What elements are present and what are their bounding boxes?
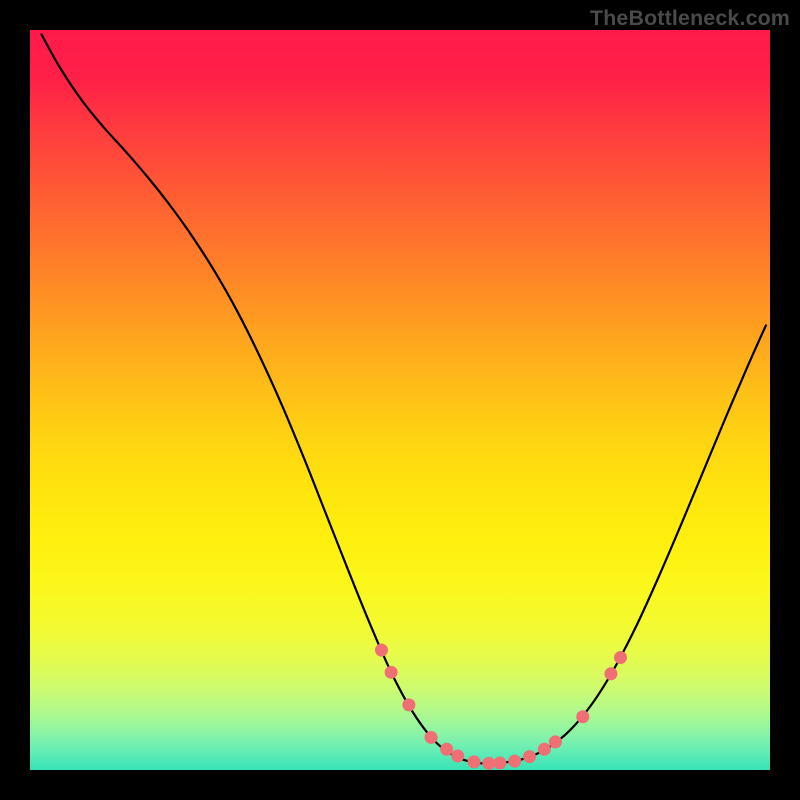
curve-marker: [385, 666, 398, 679]
curve-marker: [468, 755, 481, 768]
curve-marker: [576, 710, 589, 723]
curve-marker: [614, 651, 627, 664]
curve-markers: [375, 644, 627, 770]
watermark-text: TheBottleneck.com: [590, 6, 790, 31]
curve-marker: [451, 749, 464, 762]
curve-marker: [538, 743, 551, 756]
bottleneck-curve: [41, 34, 766, 764]
curve-marker: [604, 667, 617, 680]
plot-background: [30, 30, 770, 770]
curve-marker: [482, 757, 495, 770]
curve-marker: [402, 698, 415, 711]
curve-marker: [440, 743, 453, 756]
curve-marker: [375, 644, 388, 657]
curve-marker: [425, 731, 438, 744]
curve-marker: [523, 750, 536, 763]
chart-svg: [0, 0, 800, 800]
curve-marker: [508, 755, 521, 768]
curve-marker: [493, 756, 506, 769]
curve-marker: [549, 735, 562, 748]
chart-frame: TheBottleneck.com: [0, 0, 800, 800]
